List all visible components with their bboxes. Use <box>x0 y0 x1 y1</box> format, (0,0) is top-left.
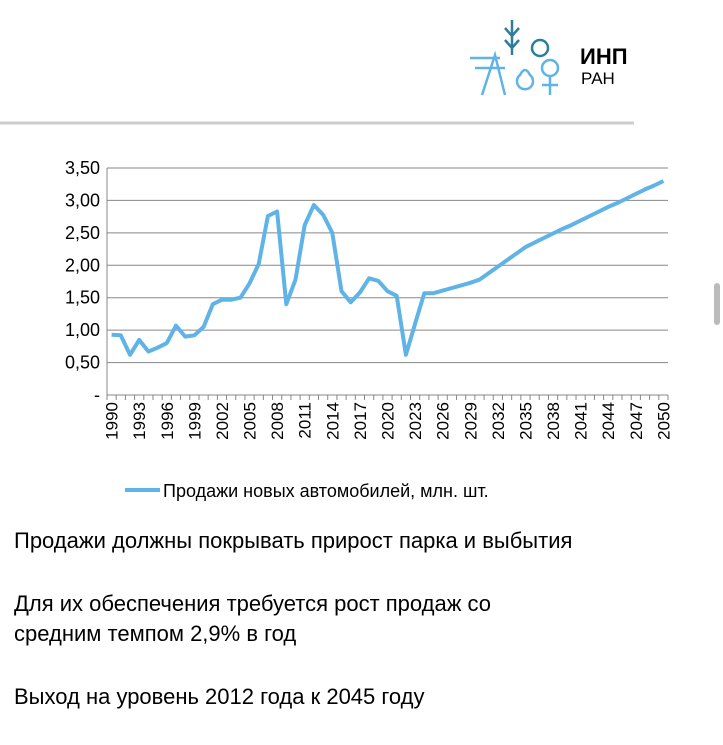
y-tick-label: 0,50 <box>65 353 100 373</box>
x-tick-label: 2008 <box>268 402 287 440</box>
y-tick-label: 3,50 <box>65 158 100 178</box>
slide: ИНП РАН - 0,50 1,00 1,50 2,00 2,50 3,00 3,50 199… <box>0 20 720 501</box>
x-tick-label: 1999 <box>185 402 204 440</box>
x-tick-label: 2026 <box>434 402 453 440</box>
x-tick-label: 2023 <box>406 402 425 440</box>
notes: Продажи должны покрывать прирост парка и… <box>14 526 572 745</box>
x-tick-label: 2029 <box>461 402 480 440</box>
text-line: средним темпом 2,9% в год <box>14 621 297 646</box>
data-line <box>111 179 665 357</box>
text-line: Для их обеспечения требуется рост продаж… <box>14 591 492 616</box>
x-tick-label: 2014 <box>323 402 342 440</box>
x-tick-label: 2011 <box>296 402 315 439</box>
logo: ИНП РАН <box>470 20 628 96</box>
x-tick-label: 2005 <box>241 402 260 440</box>
y-tick-label: 3,00 <box>65 190 100 210</box>
x-tick-label: 1990 <box>103 402 122 440</box>
x-tick-label: 2032 <box>489 402 508 440</box>
y-tick-label: 1,00 <box>65 320 100 340</box>
y-tick-label: 1,50 <box>65 288 100 308</box>
legend-label: Продажи новых автомобилей, млн. шт. <box>163 481 489 501</box>
chart: - 0,50 1,00 1,50 2,00 2,50 3,00 3,50 1990 1993 199… <box>65 158 673 501</box>
x-tick-label: 2041 <box>572 402 591 440</box>
y-tick-label: - <box>94 385 100 405</box>
x-tick-label: 1993 <box>130 402 149 440</box>
x-tick-label: 2038 <box>544 402 563 440</box>
paragraph: Продажи должны покрывать прирост парка и… <box>14 526 572 556</box>
y-tick-label: 2,00 <box>65 255 100 275</box>
x-tick-label: 2047 <box>627 402 646 440</box>
page: {"logo":{"line1":"ИНП","line2":"РАН"}, "… <box>0 20 720 709</box>
paragraph: Для их обеспечения требуется рост продаж… <box>14 589 572 649</box>
scrollbar[interactable] <box>714 283 720 325</box>
y-tick-label: 2,50 <box>65 223 100 243</box>
text-line: Выход на уровень 2012 года к 2045 году <box>14 684 425 709</box>
x-tick-label: 2020 <box>379 402 398 440</box>
logo-text: РАН <box>581 69 615 88</box>
x-tick-label: 2035 <box>516 402 535 440</box>
x-tick-label: 2044 <box>599 402 618 440</box>
x-tick-label: 2002 <box>213 402 232 440</box>
logo-text: ИНП <box>580 44 628 69</box>
x-tick-label: 2017 <box>351 402 370 440</box>
text-line: Продажи должны покрывать прирост парка и… <box>14 528 573 553</box>
paragraph: Выход на уровень 2012 года к 2045 году <box>14 682 572 712</box>
x-tick-label: 2050 <box>654 402 673 440</box>
x-tick-label: 1996 <box>158 402 177 440</box>
